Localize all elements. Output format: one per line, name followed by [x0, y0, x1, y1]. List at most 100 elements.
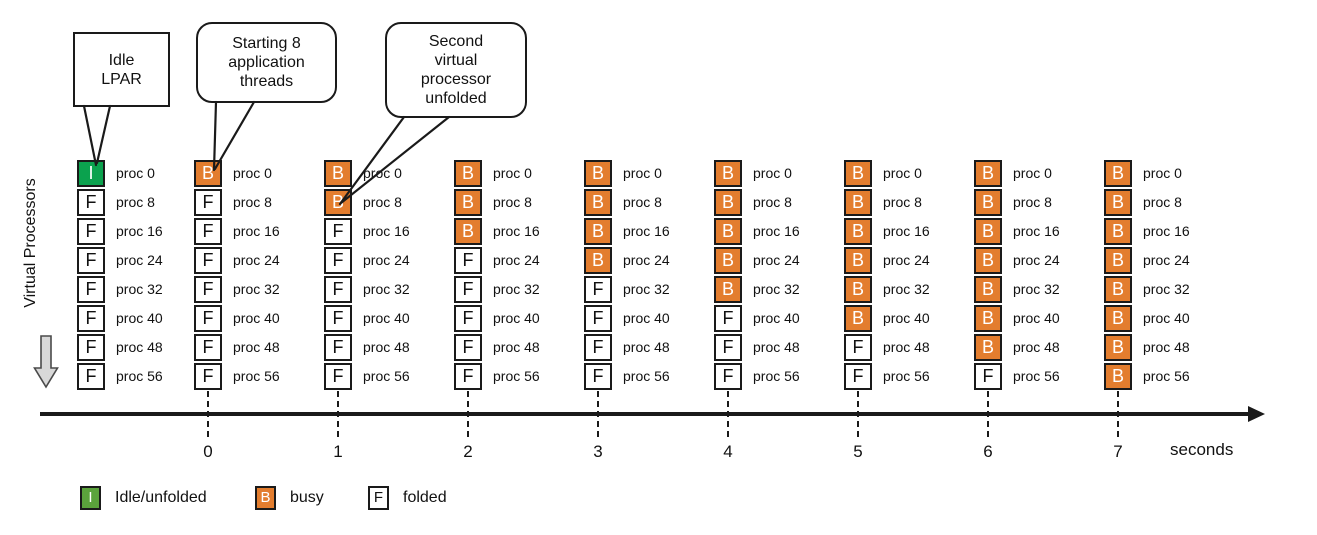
proc-label: proc 56 — [753, 368, 800, 384]
proc-label: proc 8 — [623, 194, 662, 210]
proc-label: proc 0 — [363, 165, 402, 181]
proc-label: proc 24 — [363, 252, 410, 268]
proc-label: proc 8 — [493, 194, 532, 210]
vp-box-folded: F — [194, 247, 222, 274]
axis-tick-label: 5 — [853, 442, 863, 461]
proc-label: proc 56 — [623, 368, 670, 384]
vp-box-folded: F — [324, 218, 352, 245]
vp-box-busy: B — [584, 189, 612, 216]
vp-box-folded: F — [454, 334, 482, 361]
vp-box-folded: F — [714, 363, 742, 390]
legend-swatch-idle-unfolded: I — [80, 485, 101, 510]
vp-box-busy: B — [324, 189, 352, 216]
proc-label: proc 40 — [883, 310, 930, 326]
vp-box-busy: B — [1104, 276, 1132, 303]
axis-tick-label: 1 — [333, 442, 343, 461]
time-axis-unit-label: seconds — [1170, 440, 1234, 459]
proc-label: proc 0 — [1143, 165, 1182, 181]
vp-box-busy: B — [1104, 305, 1132, 332]
proc-label: proc 8 — [233, 194, 272, 210]
vp-box-folded: F — [714, 305, 742, 332]
vp-box-folded: F — [584, 363, 612, 390]
proc-label: proc 0 — [623, 165, 662, 181]
vp-box-folded: F — [454, 363, 482, 390]
vp-box-folded: F — [77, 247, 105, 274]
proc-label: proc 8 — [753, 194, 792, 210]
vp-box-folded: F — [324, 247, 352, 274]
proc-label: proc 16 — [233, 223, 280, 239]
proc-label: proc 32 — [1143, 281, 1190, 297]
legend-label: folded — [403, 488, 447, 506]
proc-label: proc 16 — [623, 223, 670, 239]
vp-box-busy: B — [844, 189, 872, 216]
vp-box-busy: B — [844, 276, 872, 303]
proc-label: proc 48 — [233, 339, 280, 355]
axis-tick-label: 4 — [723, 442, 733, 461]
proc-label: proc 0 — [116, 165, 155, 181]
vp-box-busy: B — [974, 334, 1002, 361]
vp-box-busy: B — [324, 160, 352, 187]
proc-label: proc 24 — [233, 252, 280, 268]
vp-box-busy: B — [844, 247, 872, 274]
vp-box-folded: F — [77, 363, 105, 390]
vp-box-busy: B — [1104, 160, 1132, 187]
vp-box-busy: B — [714, 160, 742, 187]
vp-box-folded: F — [194, 363, 222, 390]
proc-label: proc 56 — [116, 368, 163, 384]
proc-label: proc 32 — [493, 281, 540, 297]
proc-label: proc 24 — [1013, 252, 1060, 268]
vp-box-folded: F — [584, 334, 612, 361]
vp-box-busy: B — [714, 189, 742, 216]
vp-box-busy: B — [454, 218, 482, 245]
proc-label: proc 56 — [1013, 368, 1060, 384]
y-axis-label: Virtual Processors — [22, 178, 39, 308]
callout-idle-lpar: Idle LPAR — [73, 32, 170, 107]
vp-box-folded: F — [77, 218, 105, 245]
callout-idle-lpar-tail — [82, 104, 112, 167]
legend-swatch-busy: B — [255, 485, 276, 510]
proc-label: proc 40 — [1013, 310, 1060, 326]
proc-label: proc 48 — [623, 339, 670, 355]
vp-box-folded: F — [194, 276, 222, 303]
vp-box-busy: B — [714, 247, 742, 274]
axis-tick-label: 6 — [983, 442, 993, 461]
time-axis-arrowhead-icon — [1248, 406, 1265, 422]
proc-label: proc 32 — [233, 281, 280, 297]
proc-label: proc 24 — [116, 252, 163, 268]
vp-box-busy: B — [714, 276, 742, 303]
vp-box-folded: F — [714, 334, 742, 361]
vp-box-busy: B — [454, 189, 482, 216]
vp-box-busy: B — [974, 218, 1002, 245]
vp-box-folded: F — [324, 276, 352, 303]
vp-box-busy: B — [844, 218, 872, 245]
proc-label: proc 32 — [363, 281, 410, 297]
proc-label: proc 0 — [493, 165, 532, 181]
callout-idle-lpar-text: Idle LPAR — [101, 51, 142, 88]
axis-tick-label: 0 — [203, 442, 213, 461]
proc-label: proc 56 — [363, 368, 410, 384]
proc-label: proc 24 — [623, 252, 670, 268]
down-arrow-icon — [33, 335, 59, 389]
proc-label: proc 40 — [363, 310, 410, 326]
proc-label: proc 32 — [1013, 281, 1060, 297]
proc-label: proc 48 — [1013, 339, 1060, 355]
vp-box-folded: F — [194, 334, 222, 361]
vp-box-busy: B — [974, 160, 1002, 187]
proc-label: proc 48 — [1143, 339, 1190, 355]
proc-label: proc 56 — [1143, 368, 1190, 384]
axis-tick-label: 7 — [1113, 442, 1123, 461]
vp-box-folded: F — [324, 363, 352, 390]
vp-box-busy: B — [1104, 247, 1132, 274]
callout-starting-threads-text: Starting 8 application threads — [228, 35, 305, 90]
vp-box-folded: F — [194, 218, 222, 245]
proc-label: proc 8 — [1013, 194, 1052, 210]
vp-box-folded: F — [194, 189, 222, 216]
vp-box-busy: B — [584, 160, 612, 187]
callout-second-vp: Second virtual processor unfolded — [385, 22, 527, 118]
proc-label: proc 0 — [233, 165, 272, 181]
proc-label: proc 8 — [883, 194, 922, 210]
vp-box-busy: B — [974, 305, 1002, 332]
legend-item-idle-unfolded: I Idle/unfolded — [80, 485, 207, 510]
vp-box-folded: F — [584, 276, 612, 303]
